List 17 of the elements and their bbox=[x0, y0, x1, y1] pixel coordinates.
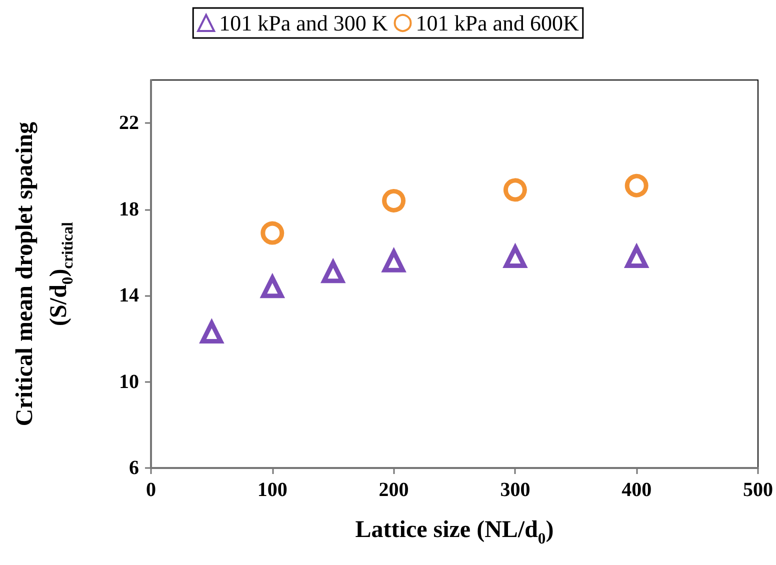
x-tick-label: 300 bbox=[500, 479, 530, 501]
x-tick-label: 200 bbox=[378, 479, 409, 501]
x-tick-label: 500 bbox=[743, 479, 773, 501]
point bbox=[382, 188, 406, 212]
y-tick-label: 10 bbox=[119, 370, 139, 393]
x-tick-label: 400 bbox=[622, 479, 652, 501]
legend-label: 101 kPa and 300 K bbox=[219, 10, 388, 36]
y-tick-label: 18 bbox=[119, 198, 139, 220]
x-tick-label: 100 bbox=[257, 479, 288, 501]
y-tick-label: 22 bbox=[119, 112, 139, 134]
point bbox=[260, 221, 284, 245]
point bbox=[624, 174, 648, 198]
point bbox=[503, 178, 527, 202]
legend-label: 101 kPa and 600K bbox=[416, 10, 580, 36]
x-tick-label: 0 bbox=[146, 479, 156, 501]
y-tick-label: 6 bbox=[129, 457, 139, 479]
y-tick-label: 14 bbox=[119, 284, 139, 307]
